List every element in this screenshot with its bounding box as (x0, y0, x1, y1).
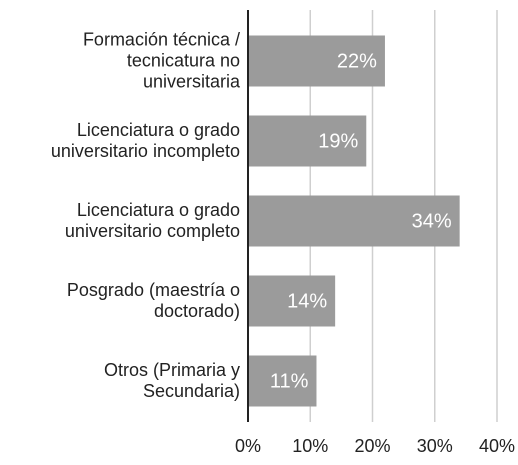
y-tick-label: Otros (Primaria y Secundaria) (103, 360, 240, 401)
value-label: 14% (287, 290, 327, 312)
value-label: 11% (270, 370, 309, 392)
bar (248, 35, 385, 87)
y-tick-label: Licenciatura o grado universitario compl… (64, 200, 240, 241)
bar (248, 195, 460, 247)
value-label: 34% (412, 210, 452, 232)
bar (248, 275, 336, 327)
y-tick-label: Licenciatura o grado universitario incom… (50, 120, 240, 161)
x-tick-label: 20% (354, 436, 390, 456)
x-tick-label: 30% (417, 436, 453, 456)
y-tick-label: Posgrado (maestría o doctorado) (66, 280, 240, 321)
value-label: 22% (337, 50, 377, 72)
x-tick-label: 0% (235, 436, 261, 456)
x-tick-label: 40% (479, 436, 515, 456)
bar (248, 115, 367, 167)
bar (248, 355, 317, 407)
value-label: 19% (318, 130, 358, 152)
x-tick-label: 10% (292, 436, 328, 456)
y-tick-label: Formación técnica / tecnicatura no unive… (82, 29, 240, 92)
